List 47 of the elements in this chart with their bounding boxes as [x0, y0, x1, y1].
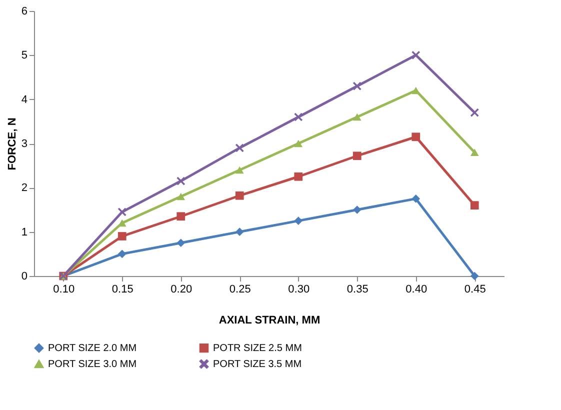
point: [176, 192, 186, 200]
point: [176, 238, 186, 248]
point: [470, 201, 479, 210]
x-tick-label: 0.45: [464, 284, 486, 296]
point: [470, 272, 479, 280]
point: [412, 50, 420, 60]
point: [294, 172, 303, 181]
x-tick-label: 0.30: [288, 284, 310, 296]
point: [352, 152, 362, 160]
y-tick-label: 0: [21, 270, 28, 282]
legend-label: PORT SIZE 2.0 MM: [48, 343, 137, 354]
point: [470, 108, 479, 117]
x-tick-label: 0.40: [406, 284, 428, 296]
point: [118, 232, 126, 240]
y-tick-label: 5: [21, 50, 28, 62]
point: [294, 216, 303, 225]
y-tick-label: 4: [21, 94, 28, 106]
y-tick-label: 1: [21, 226, 28, 238]
legend-label: POTR SIZE 2.5 MM: [213, 343, 302, 354]
point: [294, 112, 303, 122]
x-tick-label: 0.20: [170, 284, 192, 296]
x-tick-label: 0.15: [112, 284, 134, 296]
point: [352, 82, 362, 90]
point: [352, 113, 362, 121]
x-tick-label: 0.25: [229, 284, 251, 296]
legend-label: PORT SIZE 3.5 MM: [213, 359, 302, 370]
point: [235, 228, 244, 236]
point: [176, 212, 186, 221]
point: [470, 148, 479, 156]
point: [294, 140, 303, 148]
point: [412, 132, 420, 142]
x-tick-label: 0.35: [346, 284, 368, 296]
point: [118, 250, 126, 258]
point: [235, 166, 244, 174]
point: [352, 206, 362, 214]
y-tick-label: 2: [21, 182, 28, 194]
x-tick-label: 0.10: [53, 284, 75, 296]
y-tick-label: 3: [21, 138, 28, 150]
point: [176, 176, 186, 186]
point: [118, 208, 126, 216]
y-axis-title: FORCE, N: [6, 118, 18, 170]
point: [412, 194, 420, 203]
x-axis-title: AXIAL STRAIN, MM: [218, 314, 320, 326]
legend-label: PORT SIZE 3.0 MM: [48, 359, 137, 370]
point: [235, 191, 244, 200]
y-tick-label: 6: [21, 6, 28, 18]
point: [235, 144, 244, 152]
